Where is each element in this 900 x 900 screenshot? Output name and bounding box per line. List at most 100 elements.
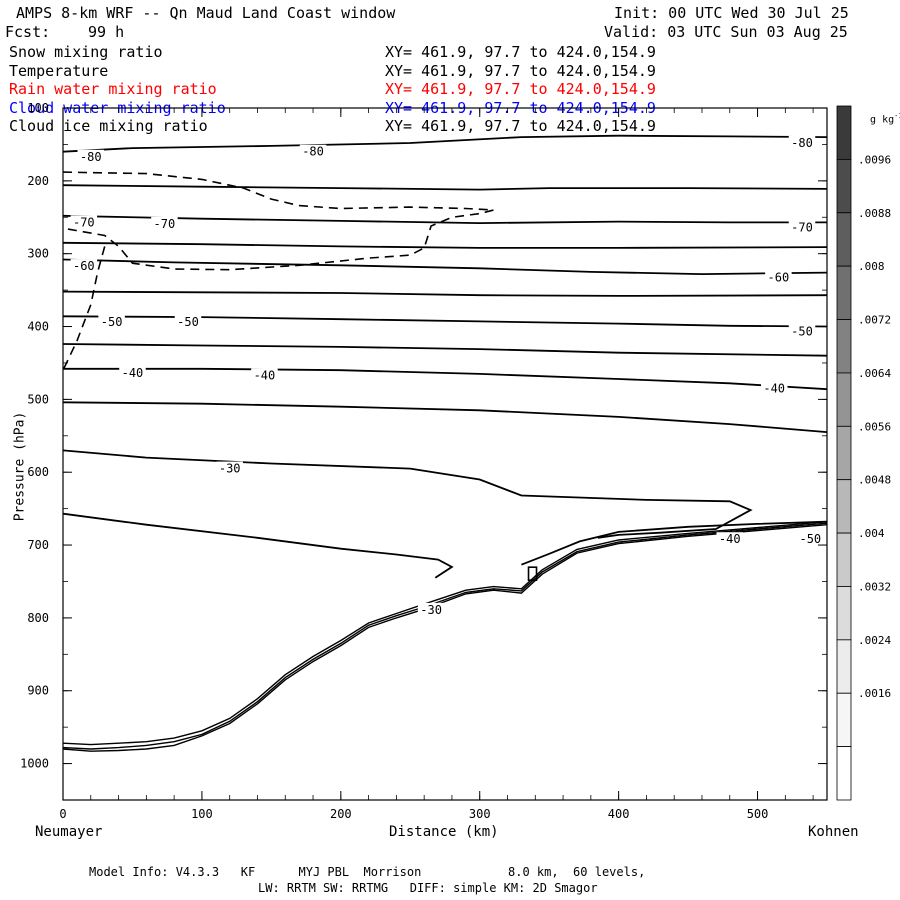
contour-label: -40	[763, 381, 785, 395]
field-name: Cloud ice mixing ratio	[9, 117, 208, 135]
colorbar-swatch	[836, 586, 852, 641]
ice-contour	[63, 246, 106, 371]
colorbar-swatch	[836, 265, 852, 320]
colorbar-label: .0072	[858, 314, 891, 327]
colorbar-swatch	[836, 158, 852, 214]
temperature-contour	[63, 241, 827, 249]
terrain-line	[63, 521, 827, 746]
valid-time: Valid: 03 UTC Sun 03 Aug 25	[604, 23, 848, 41]
contour-label: -50	[177, 315, 199, 329]
y-tick-label: 800	[27, 611, 49, 625]
colorbar-swatch	[836, 425, 852, 481]
temperature-contour	[63, 512, 454, 579]
colorbar-swatch	[836, 319, 852, 374]
colorbar-swatch	[836, 532, 852, 587]
temperature-contour	[521, 520, 827, 566]
contour-label: -70	[73, 215, 95, 229]
y-axis-label: Pressure (hPa)	[12, 411, 28, 522]
colorbar-label: .0024	[858, 634, 891, 647]
init-time: Init: 00 UTC Wed 30 Jul 25	[614, 4, 849, 22]
field-name: Temperature	[9, 61, 109, 80]
temperature-contour	[63, 449, 753, 539]
model-info-line1: Model Info: V4.3.3 KF MYJ PBL Morrison 8…	[89, 865, 646, 879]
colorbar-label: .0056	[858, 420, 891, 433]
x-tick-label: 100	[191, 807, 213, 821]
contour-label: -70	[791, 220, 813, 234]
y-tick-label: 300	[27, 247, 49, 261]
y-tick-label: 500	[27, 392, 49, 406]
y-tick-label: 100	[27, 101, 49, 115]
temperature-contour	[63, 315, 827, 328]
y-tick-label: 200	[27, 174, 49, 188]
contour-label: -50	[791, 325, 813, 339]
colorbar-label: .008	[858, 260, 885, 273]
colorbar-label: .004	[858, 527, 885, 540]
contour-label: -80	[80, 150, 102, 164]
colorbar-swatch	[836, 105, 852, 160]
model-info-line2: LW: RRTM SW: RRTMG DIFF: simple KM: 2D S…	[258, 881, 598, 895]
right-endpoint-label: Kohnen	[808, 824, 859, 840]
contour-label: -80	[791, 136, 813, 150]
left-endpoint-label: Neumayer	[35, 824, 103, 840]
y-tick-label: 1000	[20, 757, 49, 771]
ice-marker	[527, 566, 538, 581]
field-xy: XY= 461.9, 97.7 to 424.0,154.9	[385, 117, 656, 135]
x-axis-label: Distance (km)	[389, 824, 499, 840]
ice-contour	[63, 171, 494, 271]
y-tick-label: 400	[27, 320, 49, 334]
colorbar-label: .0088	[858, 207, 891, 220]
y-tick-label: 900	[27, 684, 49, 698]
x-tick-label: 300	[469, 807, 491, 821]
colorbar-label: .0096	[858, 153, 891, 166]
temperature-contour	[63, 290, 827, 297]
colorbar: .0096 .0088 .008 .0072 .0064 .0056 .0048 .004 .0…	[836, 105, 891, 801]
x-tick-label: 200	[330, 807, 352, 821]
contour-label: -60	[768, 271, 790, 285]
contour-label: -50	[101, 315, 123, 329]
colorbar-unit: g kg-1	[870, 112, 900, 126]
colorbar-swatch	[836, 479, 852, 534]
contour-label: -40	[719, 532, 741, 546]
temperature-contour	[63, 258, 827, 276]
colorbar-swatch	[836, 692, 852, 748]
y-tick-label: 700	[27, 538, 49, 552]
x-tick-label: 500	[747, 807, 769, 821]
contour-label: -30	[420, 603, 442, 617]
field-xy: XY= 461.9, 97.7 to 424.0,154.9	[385, 80, 656, 98]
contour-label: -60	[73, 259, 95, 273]
contour-label: -40	[254, 368, 276, 382]
colorbar-swatch	[836, 212, 852, 267]
temperature-contour	[63, 343, 827, 357]
colorbar-label: .0016	[858, 687, 891, 700]
fcst-label: Fcst:	[5, 23, 51, 41]
colorbar-label: .0032	[858, 580, 891, 593]
field-name: Rain water mixing ratio	[9, 80, 217, 98]
y-tick-label: 600	[27, 465, 49, 479]
contour-label: -30	[219, 462, 241, 476]
colorbar-swatch	[836, 372, 852, 427]
plot-frame	[62, 107, 828, 801]
colorbar-label: .0048	[858, 474, 891, 487]
field-xy: XY= 461.9, 97.7 to 424.0,154.9	[385, 43, 656, 61]
colorbar-swatch	[836, 639, 852, 694]
x-tick-label: 0	[59, 807, 66, 821]
chart-title: AMPS 8-km WRF -- Qn Maud Land Coast wind…	[16, 4, 396, 22]
field-name: Snow mixing ratio	[9, 43, 163, 61]
field-xy: XY= 461.9, 97.7 to 424.0,154.9	[385, 61, 656, 80]
temperature-contour	[63, 184, 827, 191]
colorbar-label: .0064	[858, 367, 891, 380]
x-tick-label: 400	[608, 807, 630, 821]
colorbar-swatch	[836, 746, 852, 801]
contour-label: -40	[122, 366, 144, 380]
terrain-line	[63, 524, 827, 752]
contour-label: -70	[154, 217, 176, 231]
terrain-line	[63, 522, 827, 750]
temperature-contour	[63, 367, 827, 391]
temperature-contour	[63, 214, 827, 225]
fcst-value: 99 h	[88, 23, 125, 41]
contour-label: -80	[302, 145, 324, 159]
temperature-contour	[63, 401, 827, 433]
contour-label: -50	[799, 532, 821, 546]
temperature-contour	[63, 134, 827, 153]
